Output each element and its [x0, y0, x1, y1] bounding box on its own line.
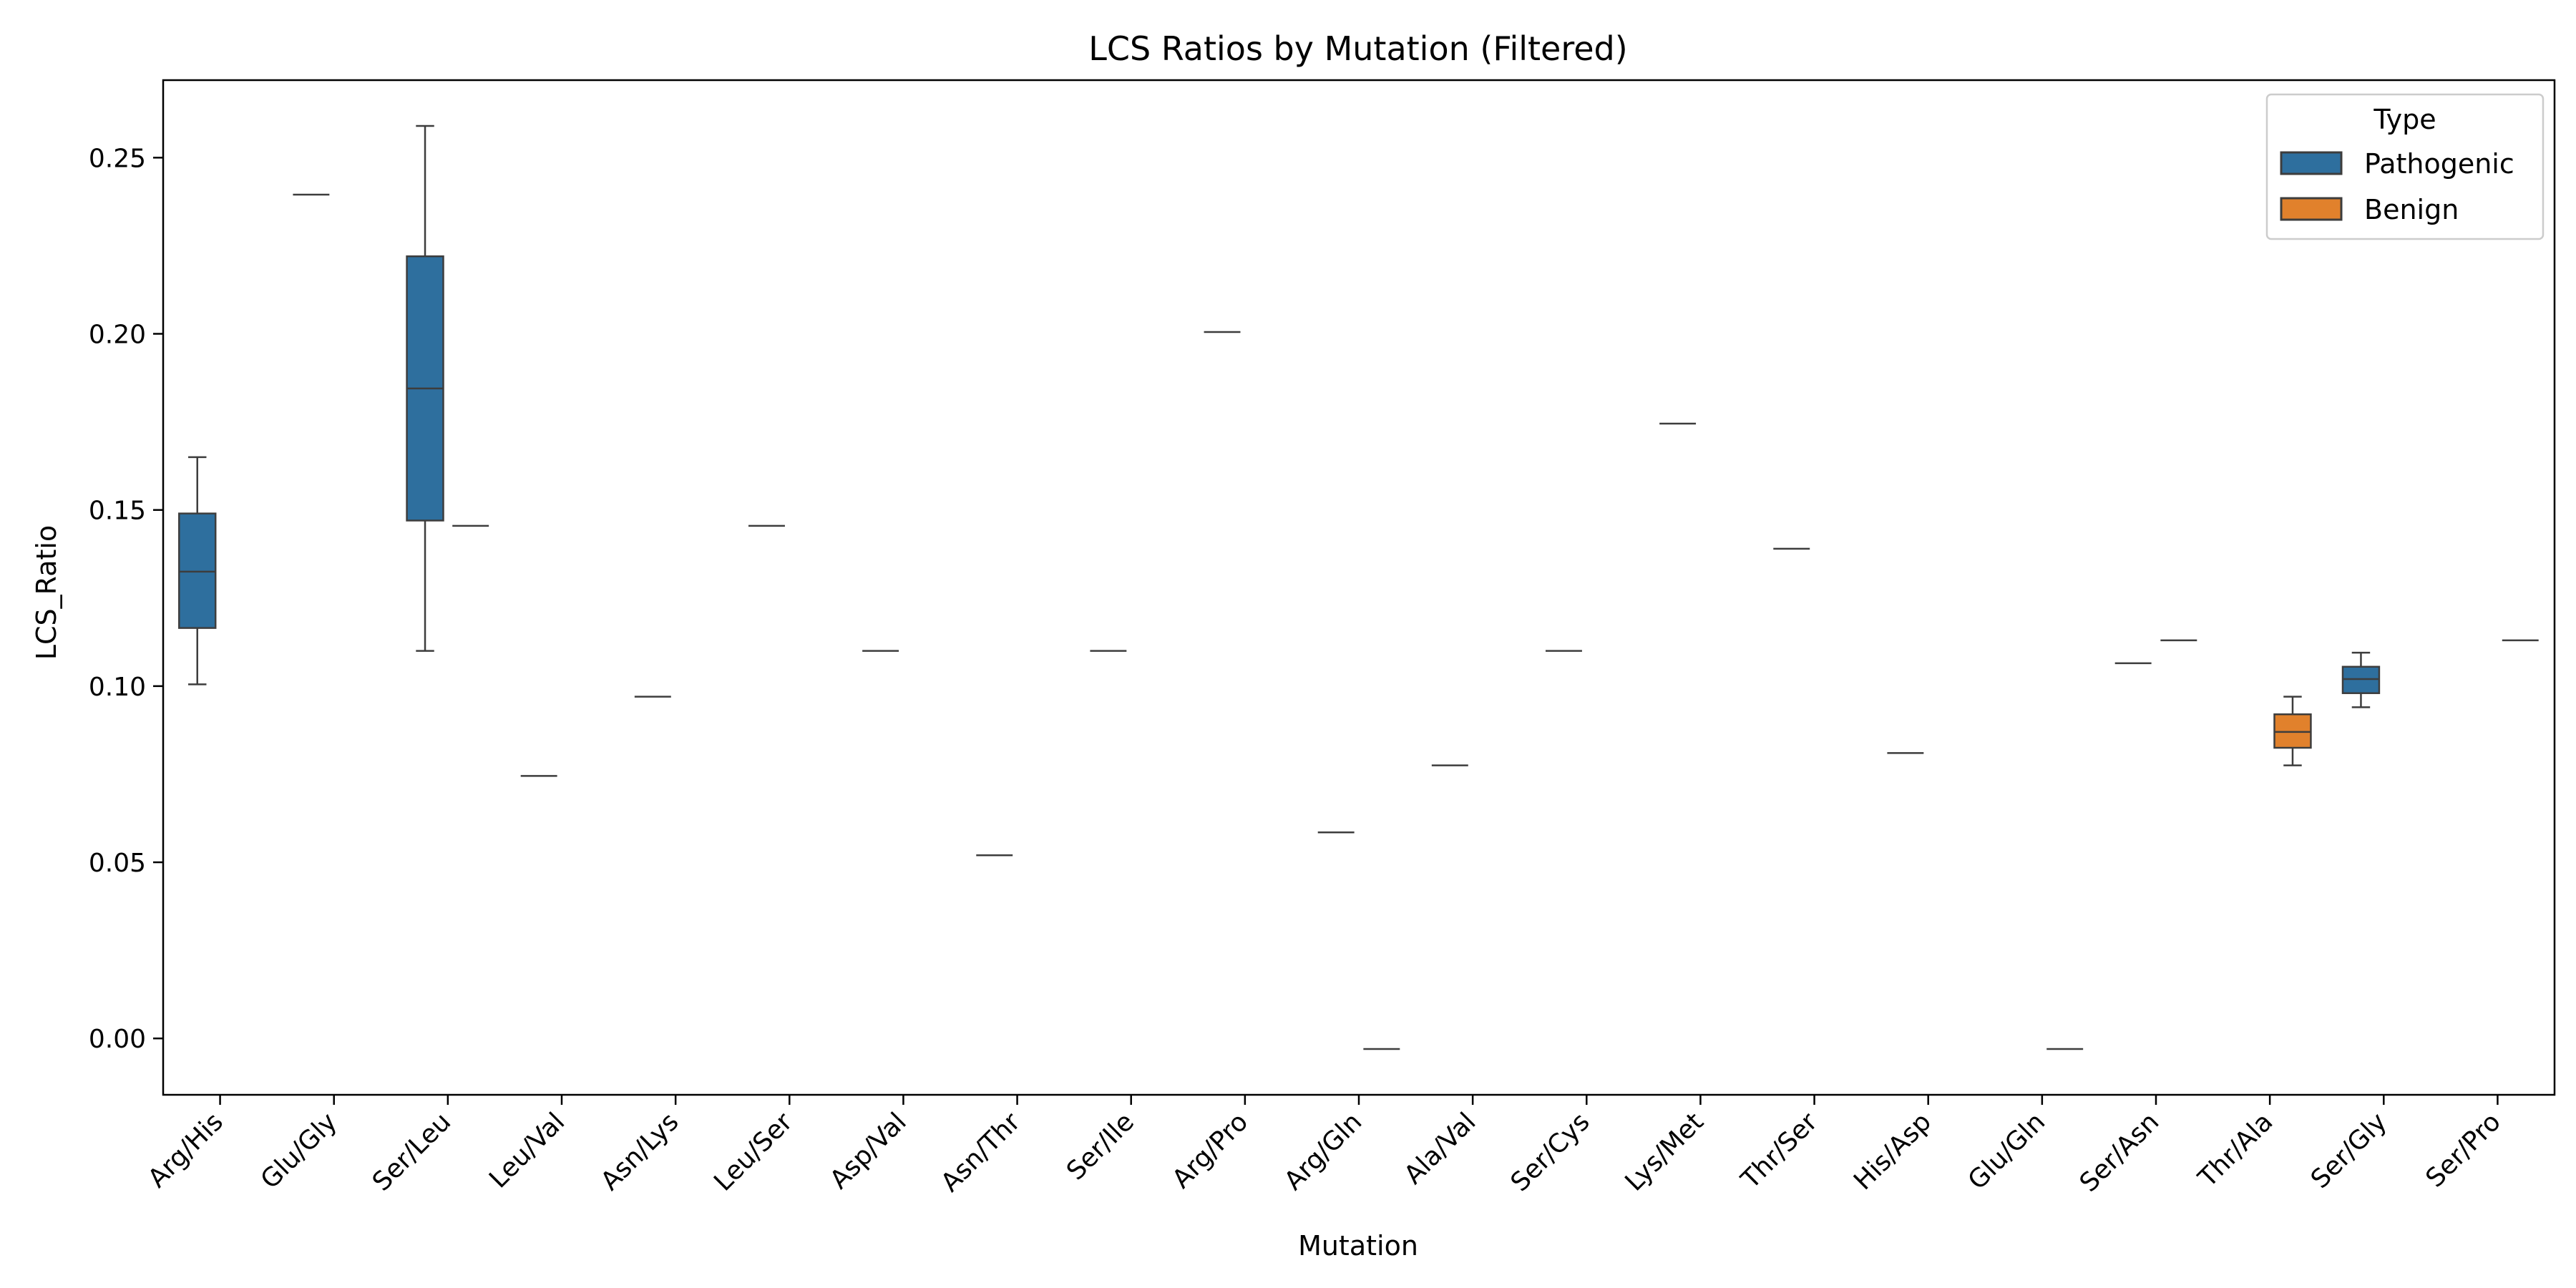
x-tick-label: Asn/Thr	[935, 1107, 1026, 1198]
x-tick-label: His/Asp	[1848, 1107, 1937, 1196]
x-tick-label: Glu/Gln	[1963, 1107, 2051, 1195]
x-tick-label: Glu/Gly	[255, 1107, 343, 1194]
plot-area: 0.00 0.05 0.10 0.15 0.20 0.25 Arg/His Glu/Gly Se…	[89, 79, 2556, 1198]
y-tick-label: 0.10	[89, 673, 146, 702]
y-axis-label: LCS_Ratio	[31, 525, 62, 660]
box-thr-ala-benign	[2273, 696, 2312, 766]
x-tick-label: Thr/Ala	[2192, 1107, 2279, 1194]
x-tick-label: Arg/Gln	[1279, 1107, 1367, 1196]
box-arg-his-pathogenic	[178, 456, 217, 686]
legend-swatch-benign	[2280, 197, 2343, 221]
x-tick-label: Ser/Pro	[2421, 1107, 2507, 1193]
legend-label-pathogenic: Pathogenic	[2364, 148, 2514, 180]
plot-frame	[162, 79, 2556, 1096]
x-tick-label: Ala/Val	[1399, 1107, 1482, 1190]
legend: Type Pathogenic Benign	[2265, 93, 2545, 240]
x-tick-label: Ser/Cys	[1506, 1107, 1596, 1197]
x-tick-label: Ser/Gly	[2306, 1107, 2393, 1194]
legend-label-benign: Benign	[2364, 194, 2459, 225]
x-axis-label: Mutation	[1298, 1230, 1418, 1262]
x-tick-label: Leu/Val	[484, 1107, 570, 1194]
x-tick-label: Arg/His	[142, 1107, 229, 1194]
x-tick-label: Ser/Asn	[2074, 1107, 2165, 1198]
legend-swatch-pathogenic	[2280, 151, 2343, 175]
x-tick-label: Lys/Met	[1619, 1107, 1709, 1196]
x-tick-label: Arg/Pro	[1167, 1107, 1254, 1194]
y-tick-label: 0.15	[89, 497, 146, 526]
y-tick-label: 0.25	[89, 144, 146, 173]
legend-title: Type	[2373, 104, 2436, 135]
x-tick-label: Asn/Lys	[595, 1107, 685, 1196]
x-tick-label: Asp/Val	[824, 1107, 912, 1195]
y-tick-label: 0.05	[89, 849, 146, 878]
x-tick-label: Thr/Ser	[1735, 1107, 1823, 1195]
x-tick-label: Leu/Ser	[708, 1107, 799, 1197]
x-tick-label: Ser/Ile	[1061, 1107, 1140, 1186]
box-ser-leu-pathogenic	[406, 125, 444, 652]
y-tick-label: 0.00	[89, 1025, 146, 1054]
x-tick-label: Ser/Leu	[367, 1107, 457, 1196]
y-tick-label: 0.20	[89, 321, 146, 350]
box-ser-gly-pathogenic	[2341, 651, 2381, 708]
chart-title: LCS Ratios by Mutation (Filtered)	[1088, 29, 1627, 68]
